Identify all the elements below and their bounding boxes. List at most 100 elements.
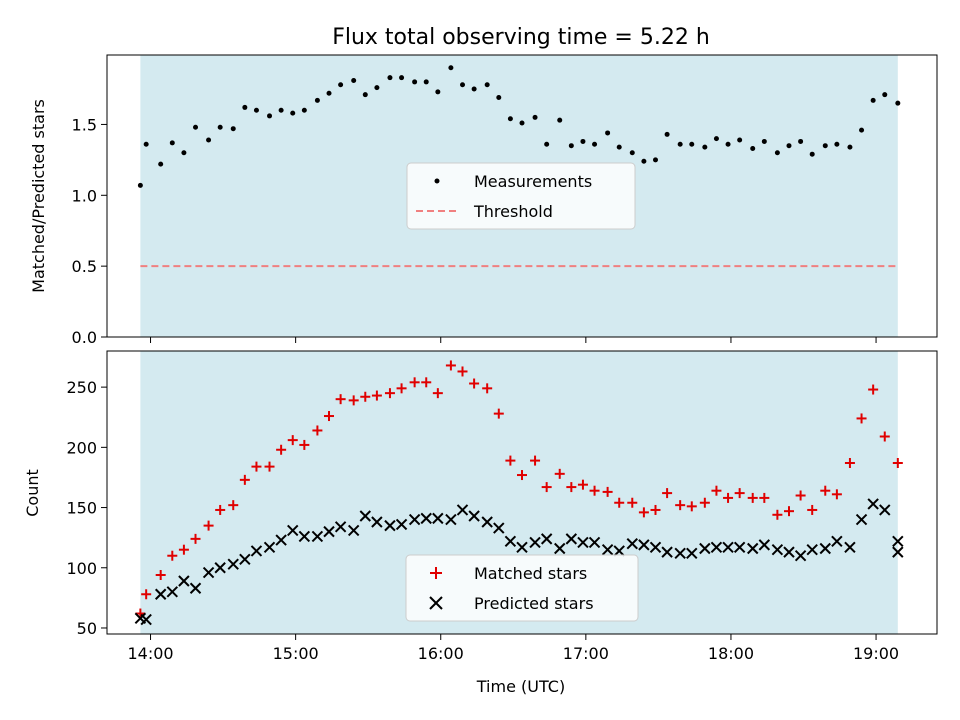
predicted-star-point [154, 588, 167, 600]
predicted-star-point [892, 546, 904, 558]
matched-star-point [807, 504, 818, 515]
matched-star-point [772, 509, 783, 520]
predicted-star-point [420, 512, 432, 525]
measurement-point [689, 141, 695, 147]
measurement-point [847, 144, 853, 150]
matched-star-point [287, 435, 298, 446]
predicted-star-point [806, 543, 818, 556]
matched-star-point [686, 501, 697, 512]
matched-star-point [371, 390, 382, 401]
x-tick-label: 19:00 [853, 644, 899, 663]
matched-star-point [324, 411, 335, 422]
measurement-point [592, 141, 598, 147]
matched-star-point [675, 500, 686, 511]
matched-star-point [577, 479, 588, 490]
predicted-star-point [239, 553, 251, 566]
predicted-star-point [649, 541, 662, 554]
measurement-point [809, 151, 815, 157]
matched-star-point [820, 485, 831, 496]
measurement-point [652, 157, 658, 163]
predicted-star-point [867, 498, 879, 510]
matched-star-point [493, 408, 504, 419]
predicted-star-point [189, 582, 202, 594]
predicted-star-point [468, 510, 480, 522]
matched-star-point [203, 520, 214, 531]
predicted-star-point [699, 542, 711, 555]
predicted-star-point [892, 535, 904, 547]
x-tick-label: 15:00 [273, 644, 319, 663]
predicted-star-point [613, 545, 625, 557]
predicted-star-point [710, 541, 723, 554]
measurement-point [496, 95, 502, 101]
predicted-star-point [250, 545, 263, 557]
matched-star-point [432, 388, 443, 399]
x-tick-label: 17:00 [563, 644, 609, 663]
matched-star-point [457, 366, 468, 377]
matched-star-point [348, 395, 359, 406]
measurement-point [870, 97, 876, 103]
matched-star-point [409, 377, 420, 388]
matched-star-point [445, 360, 456, 371]
matched-star-point [135, 608, 146, 619]
measurement-point [326, 90, 332, 96]
matched-star-point [251, 461, 262, 472]
predicted-star-point [686, 547, 698, 560]
matched-star-point [723, 492, 734, 503]
matched-star-point [541, 482, 552, 493]
measurement-point [374, 85, 380, 91]
matched-star-point [589, 485, 600, 496]
predicted-star-point [432, 512, 444, 525]
measurement-point [278, 107, 284, 113]
predicted-star-point [359, 510, 371, 522]
predicted-star-point [831, 535, 843, 547]
matched-star-point [530, 455, 541, 466]
predicted-star-point [178, 575, 190, 587]
matched-star-point [228, 500, 239, 511]
threshold-legend-label: Threshold [473, 202, 553, 221]
measurement-point [568, 143, 574, 149]
measurement-point [859, 127, 865, 133]
measurement-point [725, 141, 731, 147]
matched-star-point [844, 457, 855, 468]
predicted-star-point [311, 530, 324, 543]
measurement-point [387, 75, 393, 81]
x-tick-label: 18:00 [708, 644, 754, 663]
predicted-star-point [626, 537, 638, 550]
predicted-star-point [783, 546, 795, 558]
matched-star-point [190, 533, 201, 544]
predicted-legend-label: Predicted stars [474, 594, 594, 613]
predicted-star-point [481, 516, 493, 528]
measurement-point [544, 141, 550, 147]
measurement-point [677, 141, 683, 147]
measurement-point [362, 92, 368, 98]
matched-star-point [312, 425, 323, 436]
count-panel-frame [106, 350, 938, 635]
measurement-point [882, 92, 888, 98]
predicted-star-point [202, 566, 215, 579]
matched-star-point [215, 504, 226, 515]
measurement-point [158, 161, 164, 167]
predicted-star-point [540, 533, 553, 545]
measurement-point [217, 124, 223, 130]
predicted-star-point [323, 525, 335, 538]
matched-star-point [856, 413, 867, 424]
matched-star-point [614, 497, 625, 508]
matched-star-point [276, 444, 287, 455]
measurement-point [412, 79, 418, 85]
chart-title: Flux total observing time = 5.22 h [332, 25, 710, 50]
measurement-point [641, 158, 647, 164]
y-tick-label: 200 [66, 438, 97, 457]
matched-star-point [638, 507, 649, 518]
ratio-legend: Measurements Threshold [406, 162, 636, 230]
predicted-star-point [638, 539, 650, 551]
matched-star-point [627, 497, 638, 508]
matched-star-point [384, 388, 395, 399]
predicted-star-point [214, 562, 226, 574]
y-tick-label: 100 [66, 559, 97, 578]
matched-star-point [517, 470, 527, 481]
y-tick-label: 0.5 [72, 257, 97, 276]
count-panel: 50 100 150 200 250 14:00 15:00 16:00 17:00 18:00… [23, 350, 938, 696]
measurement-point [181, 150, 187, 156]
matched-star-point [178, 544, 189, 555]
